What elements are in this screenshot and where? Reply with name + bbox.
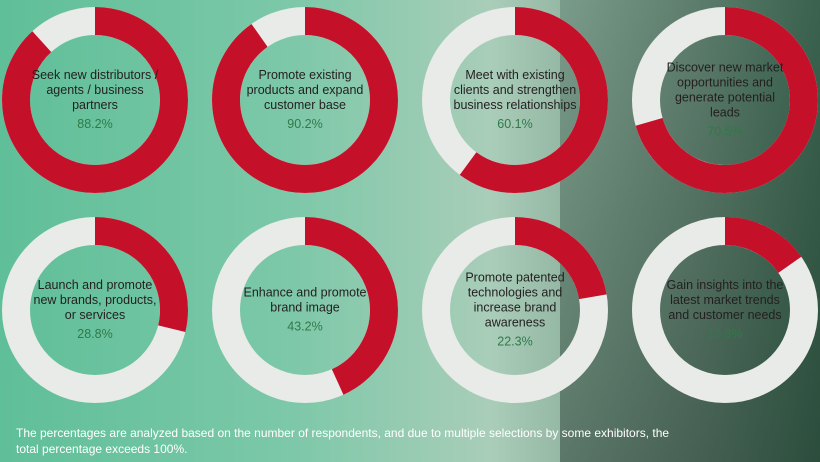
donut-segment	[2, 217, 188, 403]
donut-segment	[632, 7, 818, 193]
donut-segment	[212, 217, 398, 403]
donut-title: Meet with existing clients and strengthe…	[453, 68, 577, 112]
donut-label: Enhance and promote brand image 43.2%	[241, 286, 369, 335]
donut-label: Seek new distributors / agents / busines…	[31, 68, 159, 132]
value-label: 70.5%	[707, 124, 743, 139]
donut-label: Meet with existing clients and strengthe…	[451, 68, 579, 132]
donut-title: Gain insights into the latest market tre…	[666, 278, 784, 322]
donut-label: Promote patented technologies and increa…	[451, 271, 579, 350]
donut-title: Enhance and promote brand image	[243, 285, 367, 315]
donut-title: Promote patented technologies and increa…	[465, 270, 565, 330]
value-label: 22.3%	[497, 334, 533, 349]
donut-label: Promote existing products and expand cus…	[241, 68, 369, 132]
value-label: 88.2%	[77, 117, 113, 131]
value-label: 15.3%	[707, 327, 743, 341]
donut-segment	[212, 7, 398, 193]
donut-title: Launch and promote new brands, products,…	[33, 278, 157, 322]
value-label: 28.8%	[77, 327, 113, 341]
donut-segment	[2, 7, 188, 193]
donut-segment	[422, 7, 608, 193]
donut-segment	[632, 217, 818, 403]
value-label: 43.2%	[287, 319, 323, 334]
donut-title: Promote existing products and expand cus…	[246, 68, 364, 112]
donut-segment	[422, 217, 608, 403]
donut-label: Launch and promote new brands, products,…	[31, 278, 159, 342]
value-label: 90.2%	[287, 117, 323, 131]
donut-title: Seek new distributors / agents / busines…	[31, 68, 159, 112]
footnote: The percentages are analyzed based on th…	[16, 426, 670, 456]
donut-label: Discover new market opportunities and ge…	[661, 61, 789, 140]
value-label: 60.1%	[497, 117, 533, 131]
donut-label: Gain insights into the latest market tre…	[661, 278, 789, 342]
donut-title: Discover new market opportunities and ge…	[666, 60, 784, 120]
